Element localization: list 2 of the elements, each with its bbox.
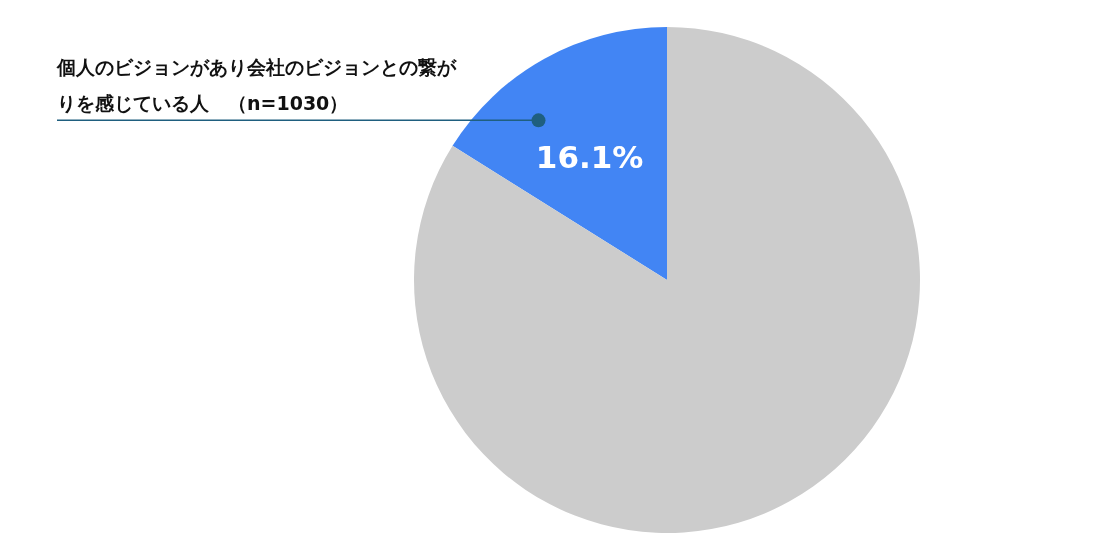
slice-label: 個人のビジョンがあり会社のビジョンとの繋がりを感じている人 （n=1030） bbox=[56, 56, 457, 115]
data-label: 16.1% bbox=[535, 139, 644, 176]
